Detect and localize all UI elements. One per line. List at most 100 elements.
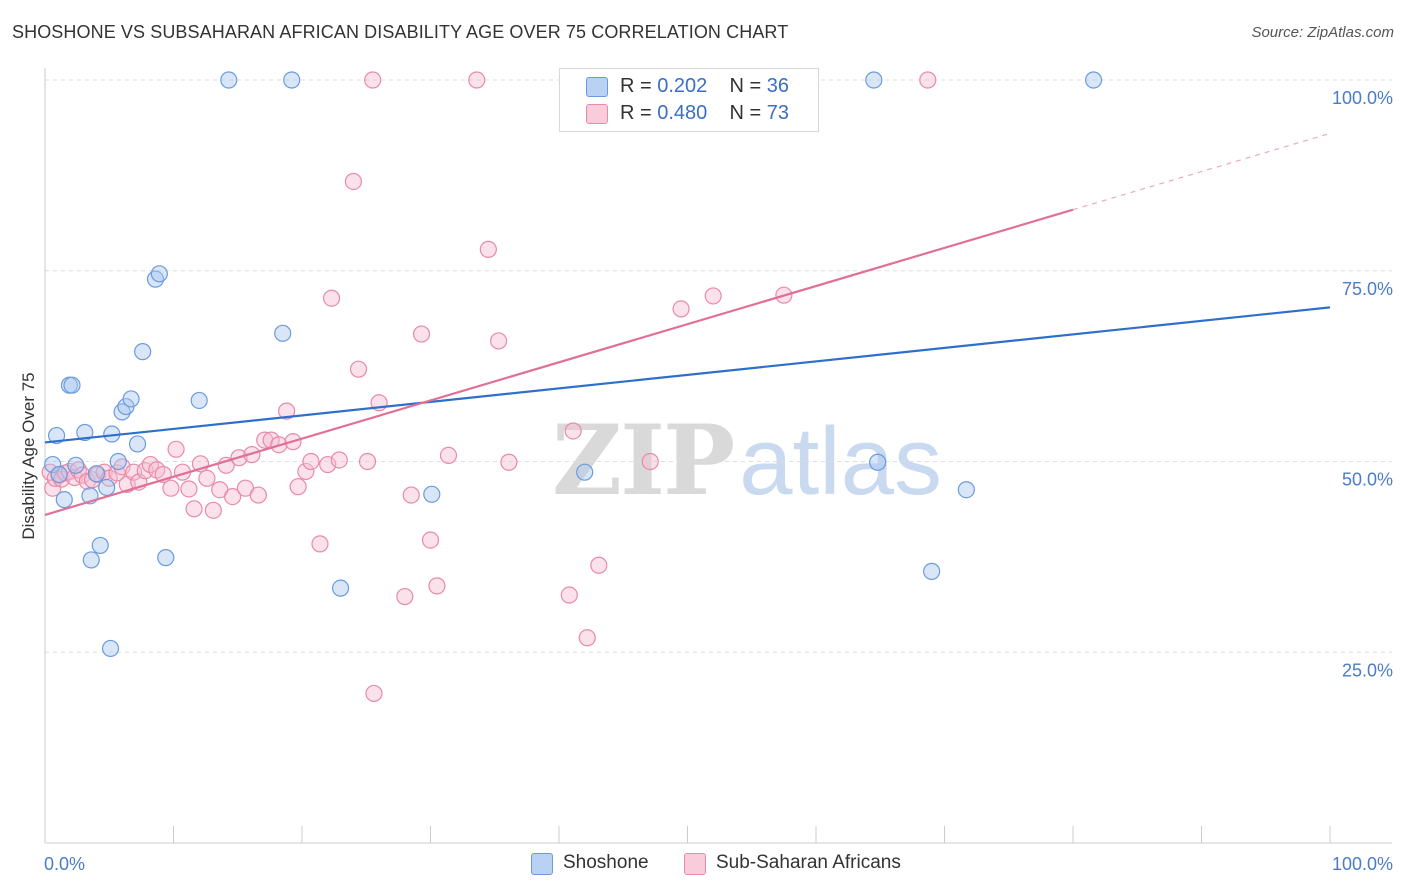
shoshone-point: [128, 435, 147, 453]
shoshone-point: [44, 455, 62, 474]
subsaharan-point: [344, 172, 362, 191]
y-axis-label: Disability Age Over 75: [19, 372, 38, 539]
shoshone-point: [50, 465, 68, 484]
shoshone-point: [109, 452, 127, 471]
source-label: Source: ZipAtlas.com: [1251, 24, 1394, 41]
shoshone-point: [283, 71, 301, 89]
subsaharan-trend-extension: [1072, 132, 1331, 211]
bottom-swatch-subsaharan: [684, 853, 706, 875]
y-tick-label: 75.0%: [1342, 279, 1393, 299]
subsaharan-point: [204, 501, 222, 519]
shoshone-trend-line: [44, 306, 1331, 444]
legend-r-label: R =: [620, 75, 652, 97]
shoshone-point: [923, 562, 941, 580]
subsaharan-point: [560, 586, 578, 604]
subsaharan-point: [198, 469, 216, 487]
legend-n-label: N =: [729, 102, 762, 124]
subsaharan-point: [919, 71, 937, 89]
legend-text-subsaharan: R = 0.480 N = 73: [620, 102, 789, 125]
subsaharan-point: [349, 360, 368, 378]
subsaharan-point: [578, 629, 596, 647]
legend-n-value: 73: [766, 102, 790, 124]
chart-title: SHOSHONE VS SUBSAHARAN AFRICAN DISABILIT…: [12, 22, 789, 42]
x-tick-label-max: 100.0%: [1332, 854, 1393, 874]
bottom-legend-label-shoshone: Shoshone: [563, 852, 649, 873]
shoshone-point: [91, 536, 109, 555]
legend-swatch-subsaharan: [586, 104, 608, 124]
subsaharan-point: [185, 500, 203, 518]
subsaharan-point: [479, 240, 497, 258]
legend-text-shoshone: R = 0.202 N = 36: [620, 75, 789, 98]
subsaharan-point: [297, 462, 315, 481]
shoshone-point: [47, 426, 66, 445]
shoshone-point: [76, 423, 94, 442]
bottom-legend-label-subsaharan: Sub-Saharan Africans: [716, 852, 901, 873]
subsaharan-point: [364, 71, 382, 89]
subsaharan-points: [41, 71, 937, 703]
shoshone-point: [134, 343, 152, 361]
subsaharan-point: [162, 479, 180, 497]
subsaharan-point: [180, 480, 198, 498]
subsaharan-point: [322, 289, 341, 307]
legend-swatch-shoshone: [586, 77, 608, 97]
subsaharan-point: [490, 332, 508, 350]
shoshone-point: [576, 463, 594, 481]
subsaharan-point: [428, 577, 446, 595]
subsaharan-point: [704, 287, 722, 305]
legend-n-value: 36: [766, 75, 790, 97]
subsaharan-point: [167, 440, 185, 458]
shoshone-point: [190, 391, 208, 410]
shoshone-point: [274, 324, 292, 342]
axes: [44, 68, 1392, 844]
shoshone-point: [423, 485, 441, 503]
shoshone-point: [220, 71, 238, 89]
watermark: ZIPatlas: [552, 404, 942, 517]
subsaharan-point: [564, 422, 582, 440]
shoshone-point: [957, 481, 975, 499]
x-tick-label-min: 0.0%: [44, 854, 85, 874]
subsaharan-point: [641, 452, 659, 471]
legend-n-label: N =: [729, 75, 762, 97]
subsaharan-point: [289, 478, 307, 496]
bottom-swatch-shoshone: [531, 853, 553, 875]
subsaharan-trend-line: [44, 208, 1074, 516]
shoshone-point: [157, 549, 175, 567]
subsaharan-point: [672, 300, 690, 318]
watermark-zip: ZIP: [552, 404, 735, 517]
axis-labels: 25.0% 50.0% 75.0% 100.0% 0.0% 100.0% Disabilit…: [19, 88, 1393, 874]
subsaharan-point: [402, 486, 420, 504]
shoshone-point: [122, 390, 140, 408]
shoshone-point: [55, 491, 73, 509]
subsaharan-point: [249, 486, 267, 504]
subsaharan-point: [500, 453, 518, 471]
shoshone-point: [98, 478, 116, 497]
subsaharan-point: [590, 556, 608, 574]
shoshone-point: [67, 456, 85, 474]
trend-lines: [44, 132, 1331, 516]
shoshone-point: [869, 453, 887, 471]
shoshone-point: [331, 579, 350, 597]
shoshone-point: [87, 465, 106, 483]
subsaharan-point: [396, 587, 414, 606]
y-tick-label: 25.0%: [1342, 660, 1393, 680]
subsaharan-point: [412, 325, 431, 343]
subsaharan-point: [330, 451, 348, 469]
shoshone-point: [101, 639, 120, 658]
legend-r-value: 0.480: [657, 102, 708, 124]
legend-r-label: R =: [620, 102, 652, 124]
subsaharan-point: [365, 684, 383, 703]
shoshone-point: [150, 265, 168, 283]
subsaharan-point: [358, 452, 377, 471]
subsaharan-point: [277, 402, 296, 420]
shoshone-points: [44, 71, 1103, 658]
correlation-legend: R = 0.202 N = 36 R = 0.480 N = 73: [559, 68, 819, 132]
subsaharan-point: [421, 531, 440, 549]
legend-r-value: 0.202: [657, 75, 708, 97]
shoshone-point: [865, 71, 883, 89]
subsaharan-point: [224, 487, 242, 506]
subsaharan-point: [468, 71, 486, 89]
y-tick-label: 100.0%: [1332, 88, 1393, 108]
shoshone-point: [63, 376, 81, 394]
shoshone-point: [82, 551, 100, 569]
